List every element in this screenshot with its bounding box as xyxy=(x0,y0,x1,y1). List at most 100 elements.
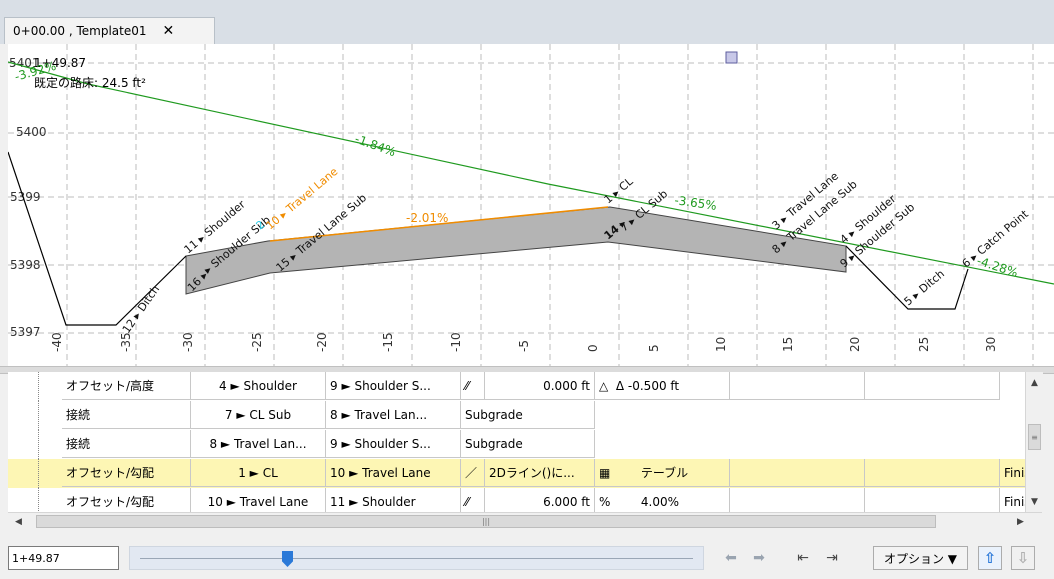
arrow-left-icon[interactable]: ⬅ xyxy=(725,550,737,566)
area-label: 既定の路床: 24.5 ft² xyxy=(34,75,146,90)
row-point1: 4 ► Shoulder xyxy=(191,372,326,400)
triangle-icon: △ xyxy=(599,378,609,393)
table-row-selected[interactable]: オフセット/勾配 1 ► CL 10 ► Travel Lane ／ 2Dライン… xyxy=(8,459,1025,488)
options-button[interactable]: オプション ▼ xyxy=(873,546,968,570)
table-icon: ▦ xyxy=(599,465,611,480)
scroll-right-icon[interactable]: ▶ xyxy=(1017,516,1024,527)
slider-thumb[interactable] xyxy=(282,551,293,567)
row-end: Finis xyxy=(1000,488,1025,512)
elev-label: 5401 xyxy=(9,56,40,70)
offset-label: -5 xyxy=(517,340,531,352)
left-ditch-line xyxy=(8,151,187,326)
point-label: 12 ▸ Ditch xyxy=(120,283,162,336)
scroll-up-icon[interactable]: ▲ xyxy=(1031,377,1038,388)
component-grid: オフセット/高度 4 ► Shoulder 9 ► Shoulder S... … xyxy=(8,372,1025,512)
row-value1: 2Dライン()に... xyxy=(485,459,595,487)
row-value1: Subgrade xyxy=(461,430,595,458)
view-marker xyxy=(725,51,738,64)
row-value2-text: 4.00% xyxy=(640,494,680,509)
offset-label: -35 xyxy=(119,332,133,352)
row-empty xyxy=(865,459,1000,487)
scroll-left-icon[interactable]: ◀ xyxy=(15,516,22,527)
row-value1: 6.000 ft xyxy=(485,488,595,512)
row-type: オフセット/勾配 xyxy=(62,459,191,487)
percent-icon: % xyxy=(599,494,611,509)
offset-label: -40 xyxy=(50,332,64,352)
tab-template01[interactable]: 0+00.00 , Template01 ✕ xyxy=(4,17,215,44)
down-arrow-icon[interactable]: ⇩ xyxy=(1011,546,1035,570)
offset-labels: -40 -35 -30 -25 -20 -15 -10 -5 0 5 10 15… xyxy=(50,332,998,352)
row-point1: 10 ► Travel Lane xyxy=(191,488,326,512)
elev-label: 5398 xyxy=(10,258,41,272)
up-arrow-icon[interactable]: ⇧ xyxy=(978,546,1002,570)
cross-section-view[interactable]: 5401 5400 5399 5398 5397 -40 -35 -30 -25… xyxy=(8,44,1054,366)
offset-label: 30 xyxy=(984,337,998,352)
station-navigation-bar: ⬅ ➡ ⇤ ⇥ オプション ▼ ⇧ ⇩ xyxy=(0,540,1054,579)
scrollbar-thumb[interactable]: ≡ xyxy=(1028,424,1041,450)
row-empty xyxy=(865,488,1000,512)
arrow-right-icon[interactable]: ➡ xyxy=(753,550,765,566)
scroll-down-icon[interactable]: ▼ xyxy=(1031,496,1038,507)
grid-vertical xyxy=(66,44,1034,366)
row-value1: Subgrade xyxy=(461,401,595,429)
tab-label: 0+00.00 , Template01 xyxy=(13,24,147,38)
row-value2: % 4.00% xyxy=(595,488,730,512)
station-input[interactable] xyxy=(8,546,119,570)
right-ditch-line xyxy=(845,245,969,310)
parallel-lines-icon: ⁄⁄ xyxy=(461,372,485,400)
slope-label: -3.65% xyxy=(674,193,718,213)
close-icon[interactable]: ✕ xyxy=(162,23,175,39)
offset-label: -10 xyxy=(449,332,463,352)
station-label: 1+49.87 xyxy=(34,56,86,70)
scrollbar-thumb[interactable]: ||| xyxy=(36,515,936,528)
station-slider[interactable] xyxy=(129,546,704,570)
offset-label: -30 xyxy=(181,332,195,352)
table-row[interactable]: 接続 8 ► Travel Lan... 9 ► Shoulder S... S… xyxy=(8,430,1025,459)
slider-track xyxy=(140,558,693,559)
table-row[interactable]: オフセット/高度 4 ► Shoulder 9 ► Shoulder S... … xyxy=(8,372,1025,401)
offset-label: 15 xyxy=(781,337,795,352)
row-point2: 9 ► Shoulder S... xyxy=(326,372,461,400)
elev-label: 5399 xyxy=(10,190,41,204)
offset-label: 5 xyxy=(647,344,661,352)
table-row[interactable]: オフセット/勾配 10 ► Travel Lane 11 ► Shoulder … xyxy=(8,488,1025,512)
elev-label: 5400 xyxy=(16,125,47,139)
cross-section-svg: 5401 5400 5399 5398 5397 -40 -35 -30 -25… xyxy=(8,44,1054,366)
row-value2-text: Δ -0.500 ft xyxy=(615,378,680,393)
document-tab-bar: 0+00.00 , Template01 ✕ xyxy=(0,0,1054,44)
tree-line xyxy=(38,430,39,459)
row-point2: 10 ► Travel Lane xyxy=(326,459,461,487)
offset-label: 0 xyxy=(586,344,600,352)
offset-label: -25 xyxy=(250,332,264,352)
travel-lane-surface xyxy=(269,206,609,242)
row-empty xyxy=(730,459,865,487)
go-last-icon[interactable]: ⇥ xyxy=(826,550,838,566)
vertical-scrollbar[interactable]: ▲ ≡ ▼ xyxy=(1025,372,1043,512)
row-point2: 8 ► Travel Lan... xyxy=(326,401,461,429)
row-point2: 11 ► Shoulder xyxy=(326,488,461,512)
existing-ground-line xyxy=(8,61,1054,285)
elevation-labels: 5401 5400 5399 5398 5397 xyxy=(9,56,47,339)
tree-line xyxy=(38,401,39,430)
tree-line xyxy=(38,488,39,512)
parallel-lines-icon: ⁄⁄ xyxy=(461,488,485,512)
row-point1: 7 ► CL Sub xyxy=(191,401,326,429)
slope-line-icon: ／ xyxy=(461,459,485,487)
row-point2: 9 ► Shoulder S... xyxy=(326,430,461,458)
row-empty xyxy=(730,488,865,512)
table-row[interactable]: 接続 7 ► CL Sub 8 ► Travel Lan... Subgrade xyxy=(8,401,1025,430)
row-point1: 1 ► CL xyxy=(191,459,326,487)
row-end: Finis xyxy=(1000,459,1025,487)
row-value2: ▦ テーブル xyxy=(595,459,730,487)
horizontal-scrollbar[interactable]: ◀ ||| ▶ xyxy=(8,512,1042,531)
offset-label: -20 xyxy=(315,332,329,352)
go-first-icon[interactable]: ⇤ xyxy=(797,550,809,566)
offset-label: 25 xyxy=(917,337,931,352)
row-type: 接続 xyxy=(62,430,191,458)
slope-label: -1.84% xyxy=(353,132,398,160)
offset-label: 10 xyxy=(714,337,728,352)
offset-label: 20 xyxy=(848,337,862,352)
row-empty xyxy=(730,372,865,400)
row-type: オフセット/高度 xyxy=(62,372,191,400)
row-point1: 8 ► Travel Lan... xyxy=(191,430,326,458)
